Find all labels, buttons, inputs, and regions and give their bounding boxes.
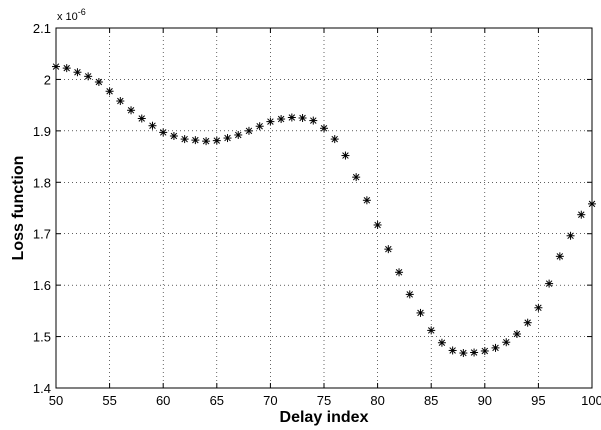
x-axis-label: Delay index xyxy=(280,409,369,426)
data-point xyxy=(191,136,200,145)
data-point xyxy=(223,134,232,143)
data-point xyxy=(341,151,350,160)
data-point xyxy=(52,62,60,71)
x-tick-label: 70 xyxy=(263,393,277,408)
data-point xyxy=(212,136,221,145)
y-tick-label: 1.8 xyxy=(33,175,51,190)
data-point xyxy=(309,116,318,125)
y-axis-label: Loss function xyxy=(10,156,27,261)
data-point xyxy=(545,279,554,288)
data-point xyxy=(202,137,211,146)
data-point xyxy=(373,220,382,229)
data-point xyxy=(137,114,146,123)
data-point xyxy=(159,128,168,137)
data-point xyxy=(480,346,489,355)
data-point xyxy=(534,303,543,312)
y-tick-label: 1.5 xyxy=(33,330,51,345)
data-point xyxy=(73,68,82,77)
y-tick-label: 2.1 xyxy=(33,21,51,36)
data-point xyxy=(287,113,296,122)
data-point xyxy=(566,231,575,240)
data-point xyxy=(470,348,479,357)
data-point xyxy=(555,252,564,261)
data-point xyxy=(320,124,328,133)
x-tick-label: 55 xyxy=(102,393,116,408)
data-point xyxy=(84,72,93,81)
x-tick-label: 100 xyxy=(581,393,601,408)
data-point xyxy=(448,346,457,355)
data-point xyxy=(459,349,468,358)
y-multiplier-exponent: -6 xyxy=(78,7,86,17)
data-point xyxy=(384,245,393,254)
y-tick-label: 1.9 xyxy=(33,124,51,139)
y-tick-label: 2 xyxy=(44,72,51,87)
data-point xyxy=(105,87,114,96)
x-tick-label: 60 xyxy=(156,393,170,408)
data-point xyxy=(116,97,125,106)
data-point xyxy=(523,318,532,327)
data-point xyxy=(62,64,71,73)
data-point xyxy=(416,308,425,317)
data-point xyxy=(244,126,253,135)
data-point xyxy=(148,121,157,130)
data-point xyxy=(577,210,586,219)
data-point xyxy=(362,196,371,205)
data-point xyxy=(330,135,339,144)
data-point xyxy=(512,330,521,338)
data-point xyxy=(437,338,446,347)
data-point xyxy=(180,135,189,144)
x-tick-label: 85 xyxy=(424,393,438,408)
data-point xyxy=(266,117,275,126)
axis-ticks: 50 55 60 65 70 75 80 85 90 95 100 1.4 1.5 1.6 1.7 1.8 1.… xyxy=(33,21,601,408)
data-point xyxy=(502,338,511,347)
data-point xyxy=(127,106,136,115)
x-tick-label: 75 xyxy=(317,393,331,408)
data-point xyxy=(255,122,264,131)
data-point xyxy=(352,173,361,182)
y-tick-label: 1.7 xyxy=(33,227,51,242)
x-tick-label: 95 xyxy=(531,393,545,408)
x-tick-label: 90 xyxy=(478,393,492,408)
data-point xyxy=(94,78,103,86)
data-point xyxy=(395,268,404,277)
y-tick-label: 1.6 xyxy=(33,278,51,293)
data-points xyxy=(52,62,596,358)
y-tick-label: 1.4 xyxy=(33,381,51,396)
data-point xyxy=(491,343,500,352)
data-point xyxy=(588,199,596,208)
x-tick-label: 50 xyxy=(49,393,63,408)
data-point xyxy=(234,130,243,139)
data-point xyxy=(298,114,307,122)
y-multiplier-base: x 10 xyxy=(57,11,78,23)
data-point xyxy=(405,290,414,299)
data-point xyxy=(169,132,178,140)
x-tick-label: 65 xyxy=(210,393,224,408)
data-point xyxy=(427,326,436,335)
x-tick-label: 80 xyxy=(370,393,384,408)
y-multiplier: x 10-6 xyxy=(57,7,86,23)
data-point xyxy=(277,115,286,124)
